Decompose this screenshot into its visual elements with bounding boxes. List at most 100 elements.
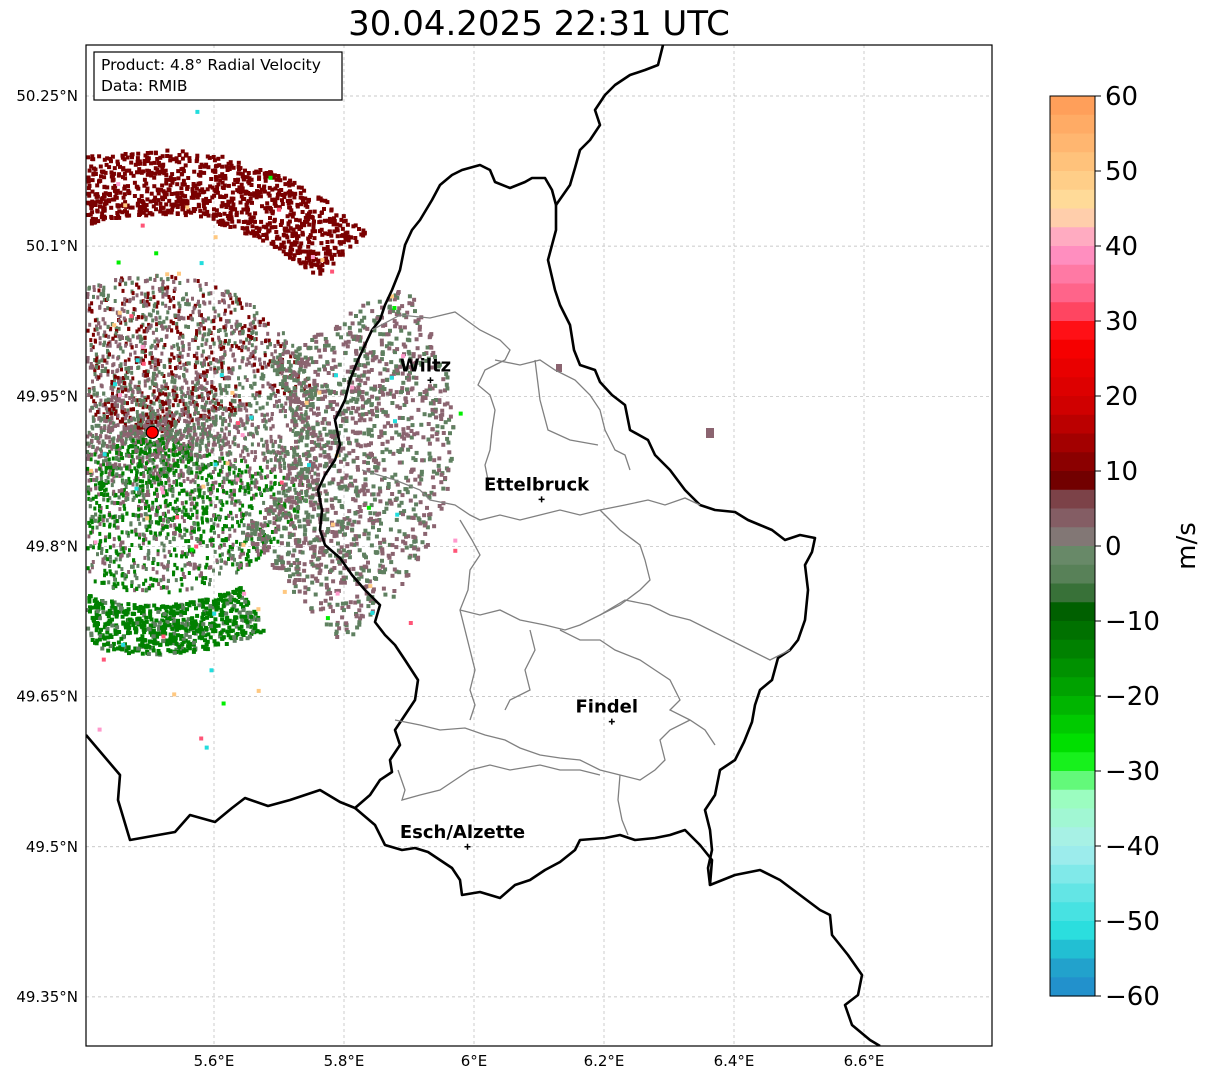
belgium-luxembourg-border: [86, 163, 558, 842]
colorbar-band: [1050, 189, 1095, 210]
info-data-source: Data: RMIB: [101, 77, 188, 95]
colorbar-band: [1050, 808, 1095, 828]
colorbar-bands: [1050, 96, 1095, 997]
lon-label: 6°E: [461, 1052, 488, 1070]
radar-site-marker: [145, 425, 159, 439]
colorbar-tick-label: 0: [1105, 532, 1122, 562]
colorbar-band: [1050, 227, 1095, 247]
colorbar-band: [1050, 433, 1095, 453]
colorbar-band: [1050, 771, 1095, 791]
map-title: 30.04.2025 22:31 UTC: [348, 4, 730, 44]
colorbar-band: [1050, 846, 1095, 866]
city-marker: [608, 718, 615, 725]
city-marker: [427, 377, 434, 384]
lon-label: 5.8°E: [324, 1052, 365, 1070]
colorbar-band: [1050, 883, 1095, 903]
colorbar-band: [1050, 321, 1095, 341]
colorbar-band: [1050, 546, 1095, 566]
lon-label: 6.6°E: [844, 1052, 885, 1070]
info-box: Product: 4.8° Radial Velocity Data: RMIB: [93, 51, 343, 101]
colorbar-band: [1050, 696, 1095, 716]
colorbar-band: [1050, 208, 1095, 228]
lon-label: 6.2°E: [584, 1052, 625, 1070]
colorbar-band: [1050, 564, 1095, 585]
colorbar-tick-label: −20: [1105, 682, 1160, 712]
colorbar-band: [1050, 752, 1095, 772]
colorbar-band: [1050, 864, 1095, 885]
colorbar-tick-label: −10: [1105, 607, 1160, 637]
canton-boundaries: [361, 311, 791, 836]
radar-echoes: [86, 109, 714, 750]
radar-map: Wiltz Ettelbruck Findel Esch/Alzette Produc…: [16, 44, 993, 1070]
colorbar-band: [1050, 114, 1095, 135]
colorbar-band: [1050, 733, 1095, 753]
colorbar-band: [1050, 152, 1095, 172]
colorbar-band: [1050, 471, 1095, 491]
colorbar-band: [1050, 921, 1095, 941]
luxembourg-france-border: [354, 807, 881, 1046]
colorbar-band: [1050, 714, 1095, 735]
colorbar-band: [1050, 96, 1095, 116]
colorbar-tick-label: 40: [1105, 232, 1138, 262]
colorbar-band: [1050, 639, 1095, 660]
lat-label: 49.95°N: [16, 387, 78, 405]
colorbar-band: [1050, 358, 1095, 378]
colorbar-band: [1050, 508, 1095, 528]
city-label: Ettelbruck: [484, 474, 590, 495]
colorbar-ticks: 60 50 40 30 20 10 0 −10 −20 −30 −40 −50 −60: [1095, 82, 1160, 1012]
colorbar-band: [1050, 133, 1095, 153]
lat-label: 50.1°N: [26, 237, 78, 255]
colorbar-band: [1050, 414, 1095, 435]
city-label: Wiltz: [400, 355, 451, 376]
city-marker: [464, 843, 471, 850]
colorbar-band: [1050, 939, 1095, 960]
colorbar-tick-label: 30: [1105, 307, 1138, 337]
colorbar-band: [1050, 658, 1095, 678]
colorbar-band: [1050, 789, 1095, 810]
info-product: Product: 4.8° Radial Velocity: [101, 56, 321, 74]
city-label: Esch/Alzette: [400, 822, 525, 843]
lat-label: 50.25°N: [16, 87, 78, 105]
lat-label: 49.35°N: [16, 988, 78, 1006]
colorbar-band: [1050, 264, 1095, 285]
colorbar-tick-label: −30: [1105, 757, 1160, 787]
colorbar-tick-label: 50: [1105, 157, 1138, 187]
lat-label: 49.8°N: [26, 537, 78, 555]
colorbar-band: [1050, 396, 1095, 416]
colorbar-band: [1050, 621, 1095, 641]
colorbar-frame: [1049, 95, 1096, 997]
luxembourg-germany-border: [546, 205, 817, 886]
colorbar-tick-label: −60: [1105, 982, 1160, 1012]
colorbar-band: [1050, 977, 1095, 997]
germany-river-border: [554, 45, 665, 206]
colorbar-band: [1050, 602, 1095, 622]
colorbar-band: [1050, 958, 1095, 978]
colorbar-band: [1050, 246, 1095, 266]
map-frame: [85, 44, 993, 1047]
colorbar-tick-label: 10: [1105, 457, 1138, 487]
longitude-labels: 5.6°E 5.8°E 6°E 6.2°E 6.4°E 6.6°E: [194, 1052, 885, 1070]
country-borders: [86, 45, 881, 1046]
colorbar-band: [1050, 302, 1095, 322]
colorbar-band: [1050, 489, 1095, 510]
lat-label: 49.65°N: [16, 688, 78, 706]
lon-label: 5.6°E: [194, 1052, 235, 1070]
colorbar-band: [1050, 171, 1095, 191]
colorbar-unit-label: m/s: [1172, 522, 1202, 570]
latitude-labels: 50.25°N 50.1°N 49.95°N 49.8°N 49.65°N 49.5°N 4…: [16, 87, 78, 1006]
colorbar-band: [1050, 339, 1095, 360]
colorbar-band: [1050, 377, 1095, 397]
city-label: Findel: [576, 697, 639, 718]
colorbar-band: [1050, 677, 1095, 697]
colorbar-band: [1050, 283, 1095, 303]
colorbar-tick-label: −50: [1105, 907, 1160, 937]
city-marker: [538, 496, 545, 503]
lon-label: 6.4°E: [714, 1052, 755, 1070]
colorbar-tick-label: 60: [1105, 82, 1138, 112]
colorbar-tick-label: 20: [1105, 382, 1138, 412]
colorbar-band: [1050, 827, 1095, 847]
colorbar-band: [1050, 902, 1095, 922]
lat-label: 49.5°N: [26, 838, 78, 856]
city-markers: Wiltz Ettelbruck Findel Esch/Alzette: [400, 355, 639, 850]
colorbar-band: [1050, 583, 1095, 603]
